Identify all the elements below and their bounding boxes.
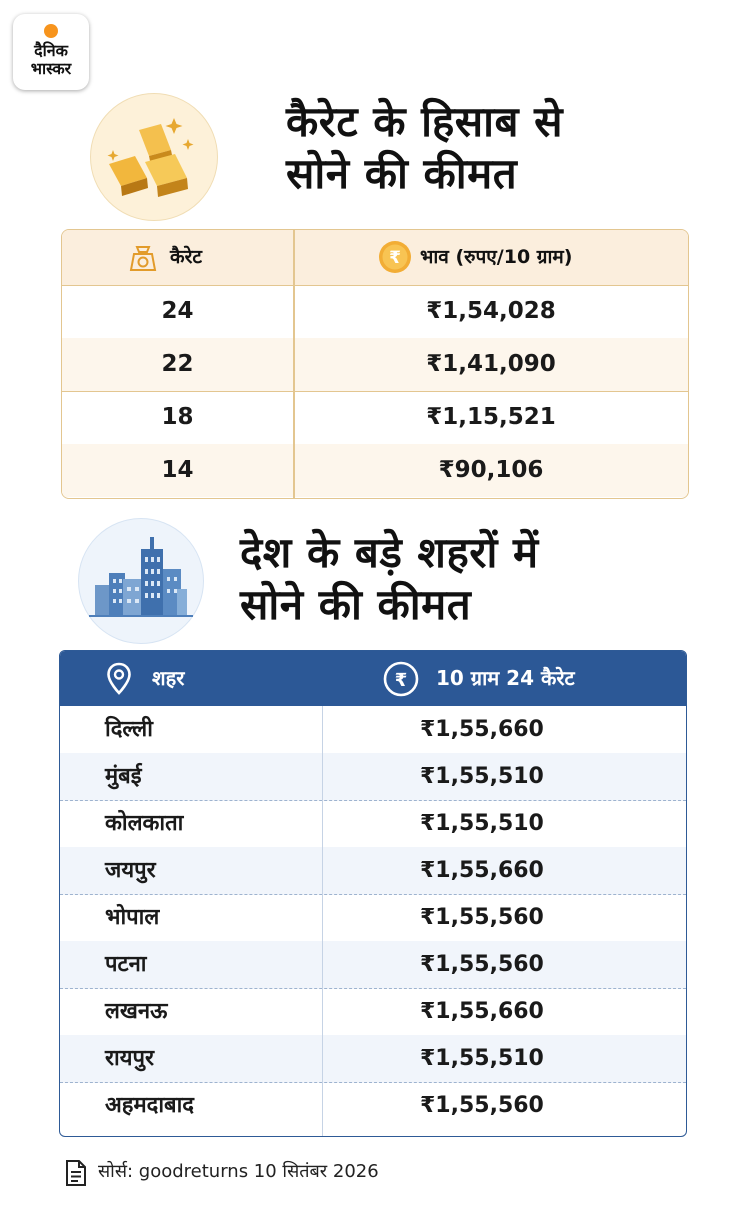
city-price: ₹1,55,560 <box>420 905 544 930</box>
document-icon <box>64 1159 88 1191</box>
logo-dot <box>44 24 58 38</box>
city-row: रायपुर ₹1,55,510 <box>60 1035 686 1083</box>
weighing-scale-icon <box>128 243 158 277</box>
gold-bars-icon <box>90 93 218 221</box>
city-section-title: देश के बड़े शहरों में सोने की कीमत <box>240 527 539 631</box>
karat-price-table: कैरेट ₹ भाव (रुपए/10 ग्राम) 24 ₹1,54,028… <box>61 229 689 499</box>
dainik-bhaskar-logo: दैनिक भास्कर <box>13 14 89 90</box>
city-row: मुंबई ₹1,55,510 <box>60 753 686 801</box>
city-price: ₹1,55,510 <box>420 811 544 836</box>
location-pin-icon <box>106 662 132 700</box>
city-name: भोपाल <box>105 905 160 930</box>
city-name: मुंबई <box>105 764 142 789</box>
svg-text:₹: ₹ <box>395 670 408 691</box>
karat-section-title: कैरेट के हिसाब से सोने की कीमत <box>286 96 563 200</box>
city-price: ₹1,55,660 <box>420 999 544 1024</box>
rate-header-cell: ₹ भाव (रुपए/10 ग्राम) <box>294 230 688 285</box>
karat-header-cell: कैरेट <box>62 230 293 285</box>
city-name: कोलकाता <box>105 811 184 836</box>
city-table-divider <box>322 706 323 1136</box>
city-row: लखनऊ ₹1,55,660 <box>60 988 686 1036</box>
karat-price: ₹1,54,028 <box>426 298 556 324</box>
karat-price: ₹90,106 <box>438 457 544 483</box>
logo-text-line2: भास्कर <box>30 59 72 78</box>
city-title-line2: सोने की कीमत <box>240 580 472 629</box>
svg-text:₹: ₹ <box>389 248 401 268</box>
karat-row: 24 ₹1,54,028 <box>62 285 688 339</box>
city-row: दिल्ली ₹1,55,660 <box>60 706 686 754</box>
city-price: ₹1,55,660 <box>420 858 544 883</box>
karat-value: 24 <box>161 298 194 324</box>
karat-price: ₹1,41,090 <box>426 351 556 377</box>
karat-value: 22 <box>161 351 194 377</box>
city-title-line1: देश के बड़े शहरों में <box>240 528 539 577</box>
karat-header-label: कैरेट <box>170 246 202 268</box>
city-name: लखनऊ <box>105 999 168 1024</box>
city-buildings-icon <box>78 518 204 644</box>
city-price: ₹1,55,510 <box>420 764 544 789</box>
logo-text-line1: दैनिक <box>34 41 68 60</box>
rupee-coin-icon: ₹ <box>378 240 412 278</box>
karat-table-divider <box>293 230 295 498</box>
rupee-coin-icon: ₹ <box>383 661 419 701</box>
city-row: जयपुर ₹1,55,660 <box>60 847 686 895</box>
city-price: ₹1,55,510 <box>420 1046 544 1071</box>
city-price: ₹1,55,660 <box>420 717 544 742</box>
city-name: दिल्ली <box>105 717 153 742</box>
city-row: कोलकाता ₹1,55,510 <box>60 800 686 848</box>
city-name: रायपुर <box>105 1046 154 1071</box>
karat-row: 18 ₹1,15,521 <box>62 391 688 445</box>
rate-header-label: भाव (रुपए/10 ग्राम) <box>420 246 573 268</box>
city-price-table: शहर ₹ 10 ग्राम 24 कैरेट दिल्ली ₹1,55,660… <box>59 650 687 1137</box>
city-price: ₹1,55,560 <box>420 952 544 977</box>
karat-value: 14 <box>161 457 194 483</box>
karat-price: ₹1,15,521 <box>426 404 556 430</box>
karat-title-line2: सोने की कीमत <box>286 149 518 198</box>
karat-value: 18 <box>161 404 194 430</box>
city-price: ₹1,55,560 <box>420 1093 544 1118</box>
city-name: पटना <box>105 952 147 977</box>
city-name: अहमदाबाद <box>105 1093 194 1118</box>
city-row: अहमदाबाद ₹1,55,560 <box>60 1082 686 1129</box>
karat-row: 22 ₹1,41,090 <box>62 338 688 392</box>
city-header-label: शहर <box>152 666 185 690</box>
city-row: पटना ₹1,55,560 <box>60 941 686 989</box>
karat-title-line1: कैरेट के हिसाब से <box>286 97 564 146</box>
karat-table-header: कैरेट ₹ भाव (रुपए/10 ग्राम) <box>62 230 688 286</box>
city-name: जयपुर <box>105 858 156 883</box>
karat-row: 14 ₹90,106 <box>62 444 688 497</box>
source-text: सोर्स: goodreturns 10 सितंबर 2026 <box>98 1161 379 1182</box>
city-row: भोपाल ₹1,55,560 <box>60 894 686 942</box>
rate-24k-header-label: 10 ग्राम 24 कैरेट <box>436 666 575 690</box>
city-table-header: शहर ₹ 10 ग्राम 24 कैरेट <box>60 651 686 706</box>
